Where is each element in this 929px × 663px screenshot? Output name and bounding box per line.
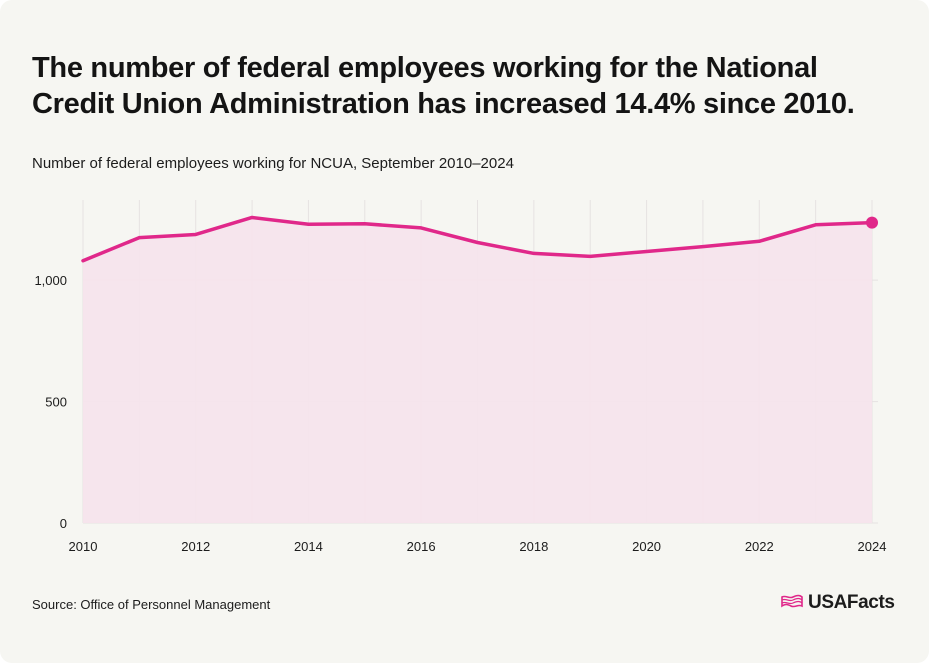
x-tick-label: 2018 (519, 539, 548, 554)
x-tick-label: 2010 (69, 539, 98, 554)
series-area (83, 217, 872, 523)
source-note: Source: Office of Personnel Management (32, 597, 271, 612)
area-layer (83, 217, 872, 523)
flag-icon (781, 594, 803, 608)
line-area-chart: 2010 2012 2014 2016 2018 2020 2022 2024 0 500 1,0… (34, 200, 887, 554)
y-tick-label: 0 (60, 516, 67, 531)
x-tick-label: 2022 (745, 539, 774, 554)
chart-title: The number of federal employees working … (32, 52, 855, 120)
last-data-point[interactable] (866, 216, 878, 229)
x-tick-label: 2014 (294, 539, 323, 554)
series-line (81, 215, 874, 263)
y-tick-label: 1,000 (34, 273, 67, 288)
x-axis: 2010 2012 2014 2016 2018 2020 2022 2024 (69, 539, 887, 554)
y-tick-label: 500 (45, 395, 67, 410)
x-tick-label: 2020 (632, 539, 661, 554)
y-axis: 0 500 1,000 (34, 273, 67, 531)
usafacts-logo[interactable]: USAFacts (780, 592, 895, 614)
line-layer (81, 215, 878, 263)
logo-text: USAFacts (808, 592, 895, 613)
x-tick-label: 2016 (407, 539, 436, 554)
chart-subtitle: Number of federal employees working for … (32, 155, 514, 172)
x-tick-label: 2024 (858, 539, 887, 554)
x-tick-label: 2012 (181, 539, 210, 554)
